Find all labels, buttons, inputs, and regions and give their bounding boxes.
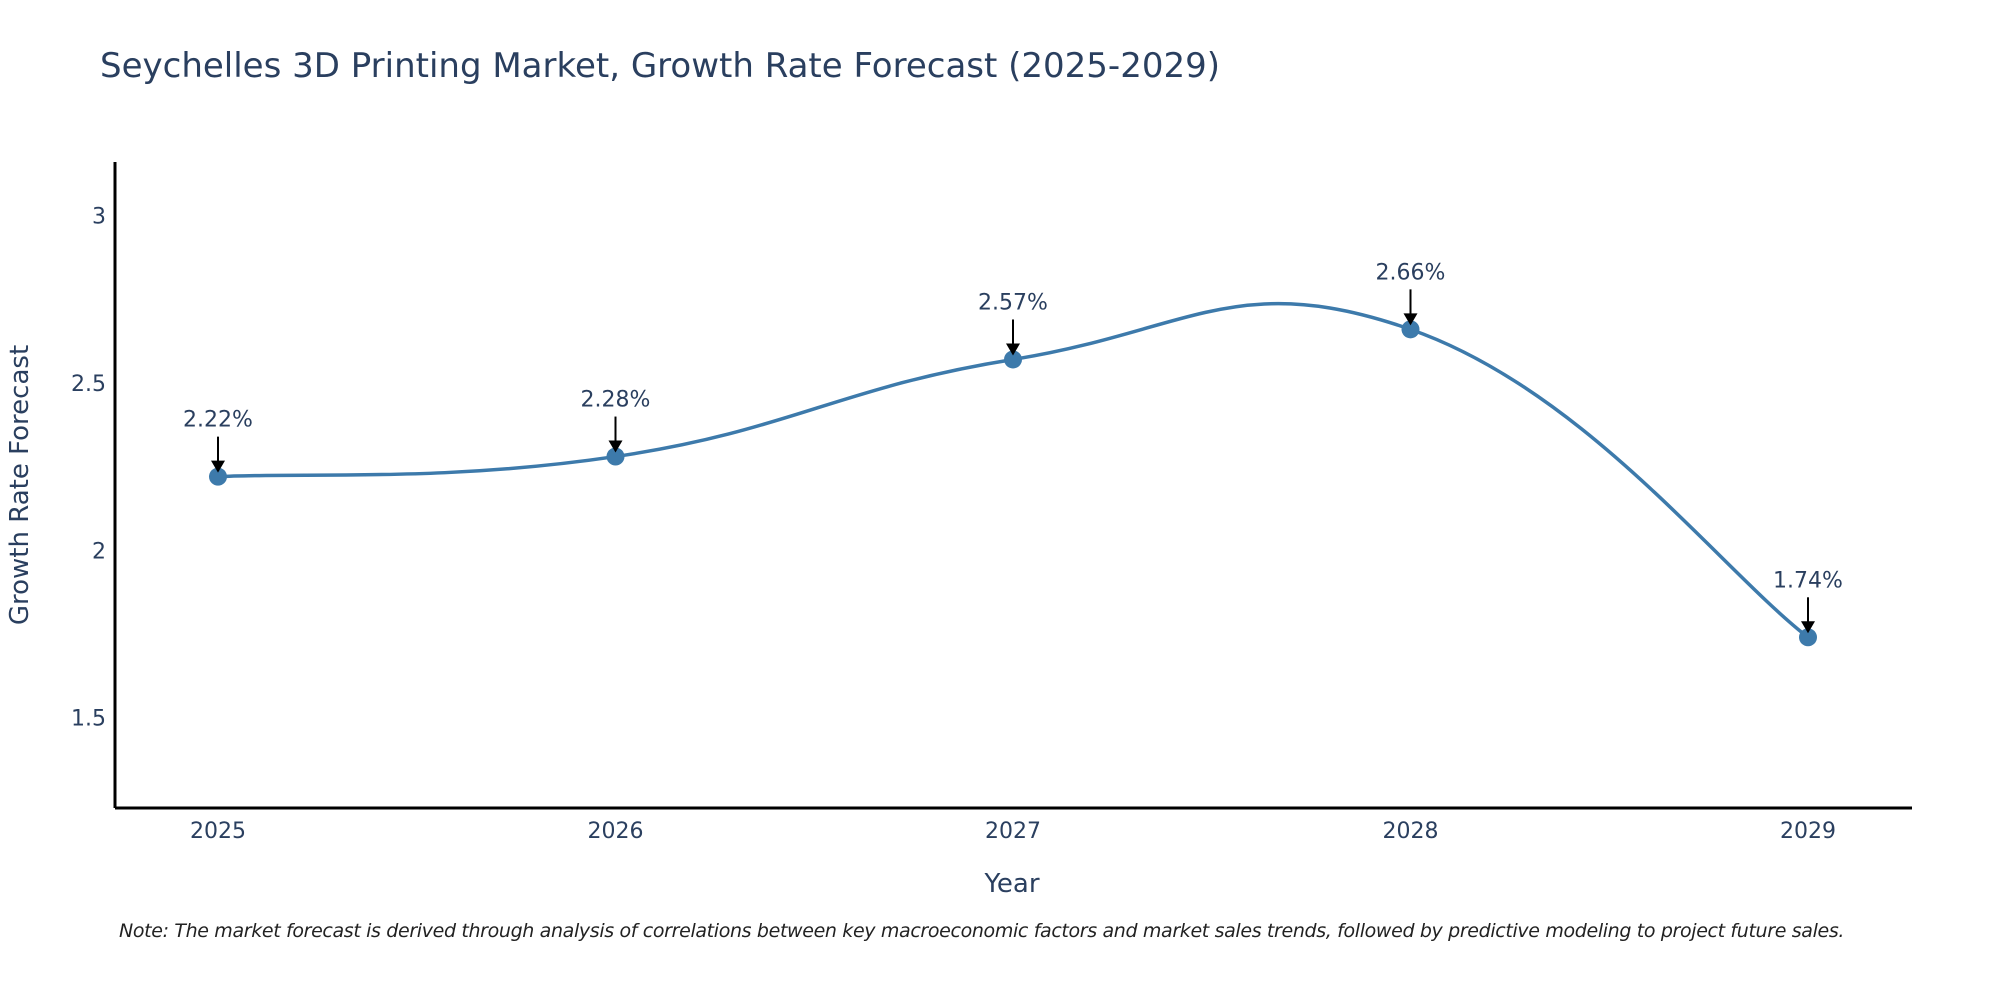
points-layer [209,320,1817,647]
y-ticks: 1.5 2 2.5 3 [71,205,106,732]
annotation-arrowhead [608,440,623,453]
annotation-arrowhead [211,460,225,473]
data-label: 2.66% [1376,260,1446,285]
x-tick-label: 2027 [985,819,1041,844]
chart-title: Seychelles 3D Printing Market, Growth Ra… [100,46,1220,86]
data-label: 2.57% [978,290,1048,315]
x-tick-label: 2028 [1383,819,1439,844]
chart-note: Note: The market forecast is derived thr… [119,920,1845,942]
x-tick-label: 2026 [588,819,644,844]
data-label: 2.28% [581,388,651,413]
y-tick-label: 1.5 [71,707,106,732]
y-axis-label: Growth Rate Forecast [5,345,35,625]
x-tick-label: 2025 [190,819,246,844]
annotation-arrowhead [1006,343,1020,356]
annotation-arrowhead [1403,313,1418,326]
data-point [1401,320,1420,339]
series-layer [216,301,1810,640]
data-label: 1.74% [1773,568,1843,593]
series-line [216,301,1810,640]
data-point [1004,350,1022,369]
y-tick-label: 2 [92,539,106,564]
x-tick-label: 2029 [1780,819,1836,844]
x-ticks: 2025 2026 2027 2028 2029 [190,819,1836,844]
data-point [209,467,227,486]
data-point [1799,628,1817,647]
x-axis-label: Year [983,869,1039,899]
data-point [606,447,625,466]
data-label: 2.22% [183,408,253,433]
y-tick-label: 2.5 [71,372,106,397]
axes-layer: Growth Rate Forecast Year [5,162,1912,899]
y-tick-label: 3 [92,205,106,230]
annotations-layer: 2.22% 2.28% 2.57% 2.66% 1.74% [183,260,1843,634]
annotation-arrowhead [1801,621,1815,634]
